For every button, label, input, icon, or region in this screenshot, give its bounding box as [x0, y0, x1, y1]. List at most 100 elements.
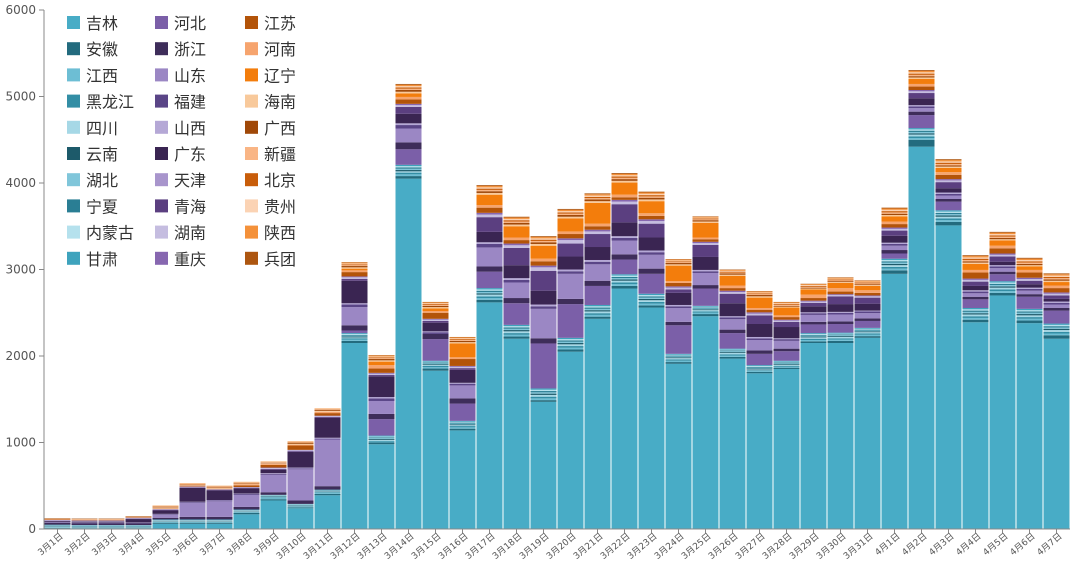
bar-segment [98, 523, 125, 526]
bar-segment [206, 523, 233, 529]
bar-segment [827, 324, 854, 333]
bar-segment [989, 240, 1016, 246]
bar-segment [827, 278, 854, 280]
bar-segment [503, 221, 530, 223]
legend-swatch [155, 147, 168, 160]
bar-segment [260, 468, 287, 469]
bar-segment [800, 288, 827, 290]
bar-segment [314, 486, 341, 490]
bar-segment [233, 494, 260, 507]
bar-segment [989, 261, 1016, 266]
bar-segment [746, 296, 773, 298]
bar-segment [368, 360, 395, 362]
bar-segment [341, 343, 368, 529]
bar-segment [908, 131, 935, 134]
bar-segment [719, 290, 746, 292]
legend-item-label: 山西 [174, 119, 206, 138]
bar-segment [584, 280, 611, 286]
bar-segment [692, 288, 719, 306]
bar-segment [773, 363, 800, 365]
bar-segment [881, 213, 908, 216]
bar-segment [368, 441, 395, 443]
bar-segment [503, 226, 530, 238]
bar-segment [692, 310, 719, 312]
bar-segment [233, 485, 260, 488]
bar-segment [800, 306, 827, 313]
bar-segment [395, 170, 422, 172]
bar-segment [881, 265, 908, 267]
bar-segment [854, 327, 881, 329]
bar-segment [449, 424, 476, 426]
bar-segment [746, 309, 773, 313]
bar-segment [557, 234, 584, 239]
bar-segment [476, 217, 503, 232]
bar-segment [341, 277, 368, 280]
bar-segment [989, 239, 1016, 241]
legend-swatch [245, 147, 258, 160]
bar-segment [584, 310, 611, 312]
bar-segment [692, 312, 719, 315]
legend-swatch [67, 16, 80, 29]
bar-segment [1016, 320, 1043, 324]
bar-segment [611, 278, 638, 280]
legend-swatch [67, 120, 80, 134]
bar-segment [773, 365, 800, 366]
legend-swatch [67, 94, 80, 108]
bar-segment [422, 365, 449, 366]
bar-segment [530, 245, 557, 259]
bar-segment [665, 307, 692, 322]
bar-segment [962, 291, 989, 294]
bar-segment [476, 293, 503, 295]
bar-segment [719, 352, 746, 353]
bar-segment [557, 216, 584, 219]
bar-segment [557, 256, 584, 270]
bar-segment [881, 261, 908, 263]
bar-segment [1016, 312, 1043, 315]
bar-segment [287, 442, 314, 444]
bar-segment [800, 336, 827, 338]
bar-segment [584, 304, 611, 307]
bar-segment [773, 315, 800, 318]
bar-segment [719, 273, 746, 275]
bar-segment [908, 73, 935, 75]
bar-segment [908, 76, 935, 78]
bar-segment [1043, 276, 1070, 279]
bar-segment [260, 468, 287, 470]
bar-segment [611, 274, 638, 276]
bar-segment [800, 333, 827, 335]
bar-segment [368, 356, 395, 358]
bar-segment [881, 216, 908, 222]
bar-segment [719, 293, 746, 304]
bar-segment [233, 488, 260, 494]
bar-segment [611, 280, 638, 283]
bar-segment [152, 522, 179, 524]
bar-segment [476, 247, 503, 267]
bar-segment [1016, 284, 1043, 288]
bar-segment [935, 193, 962, 196]
x-tick-label: 3月5日 [144, 531, 174, 558]
bar-segment [71, 523, 98, 526]
bar-segment [395, 125, 422, 129]
bar-segment [1016, 258, 1043, 260]
bar-segment [260, 497, 287, 499]
bar-segment [665, 362, 692, 364]
bar-segment [854, 285, 881, 291]
legend-item-label: 广东 [174, 145, 206, 164]
bar-segment [179, 516, 206, 520]
bar-segment [854, 331, 881, 333]
bar-segment [665, 265, 692, 282]
bar-segment [449, 365, 476, 367]
bar-segment [989, 295, 1016, 529]
bar-segment [611, 173, 638, 176]
legend-swatch [155, 42, 168, 56]
bar-segment [206, 500, 233, 502]
bar-segment [881, 235, 908, 243]
bar-segment [152, 514, 179, 516]
bar-segment [341, 272, 368, 277]
legend-swatch [245, 225, 258, 239]
bar-segment [476, 242, 503, 244]
bar-segment [422, 304, 449, 306]
bar-segment [422, 364, 449, 366]
bar-segment [692, 311, 719, 313]
bar-segment [449, 430, 476, 529]
